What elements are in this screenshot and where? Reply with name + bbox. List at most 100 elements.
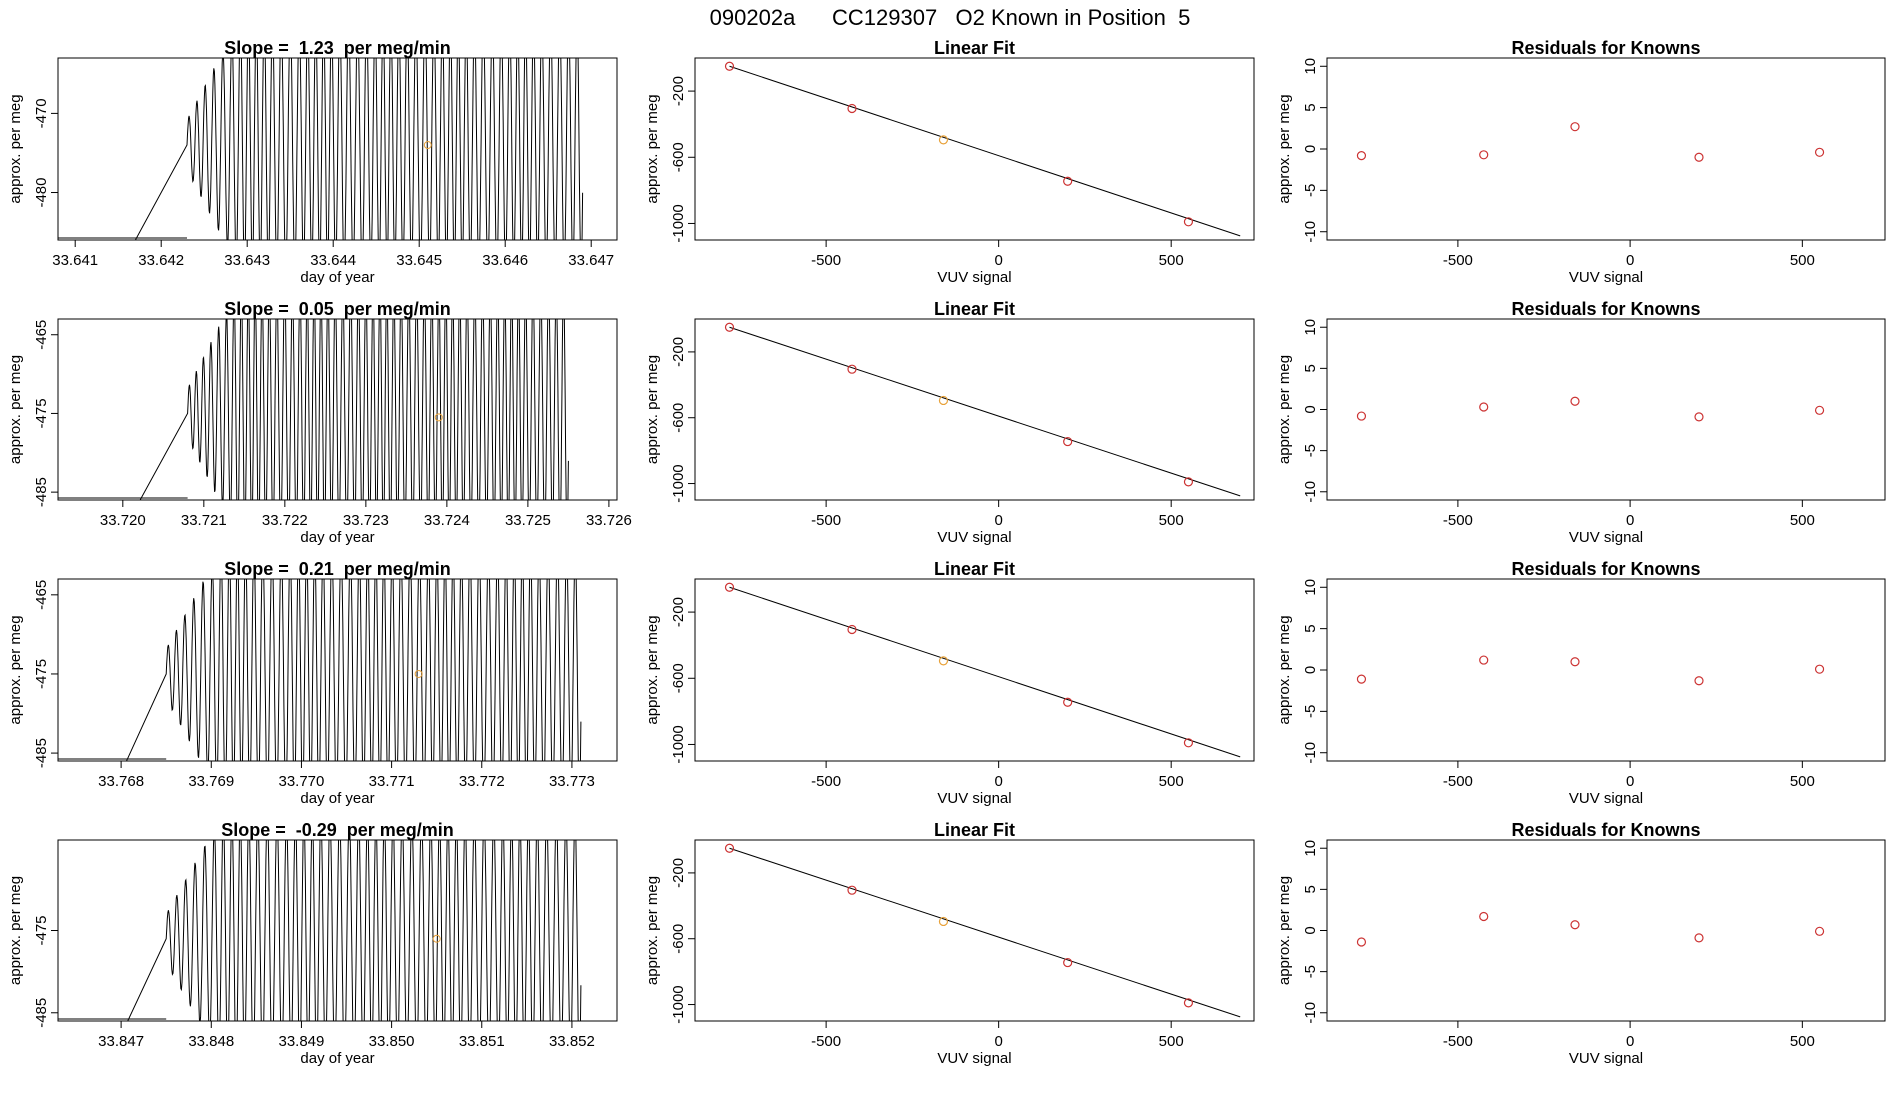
- data-point: [1063, 436, 1073, 447]
- signal-trace: [139, 319, 569, 500]
- y-tick-label: -10: [1302, 742, 1319, 764]
- highlight-point: [434, 413, 443, 422]
- x-tick-label: 33.724: [424, 512, 470, 529]
- x-tick-label: 33.771: [369, 773, 415, 790]
- x-axis-label: VUV signal: [1569, 1050, 1643, 1067]
- x-tick-label: 500: [1159, 773, 1184, 790]
- x-axis-label: day of year: [300, 529, 374, 546]
- x-tick-label: 33.643: [224, 252, 270, 269]
- panel-title: Slope = -0.29 per meg/min: [221, 820, 454, 840]
- x-tick-label: -500: [1443, 773, 1473, 790]
- plot-frame: [694, 318, 1255, 501]
- y-tick-label: -1000: [670, 204, 687, 242]
- x-tick-label: 0: [1626, 252, 1634, 269]
- page-title: 090202a CC129307 O2 Known in Position 5: [710, 5, 1191, 30]
- y-axis-label: approx. per meg: [7, 94, 24, 203]
- plot-frame: [1326, 57, 1886, 241]
- y-tick-label: -465: [33, 320, 50, 350]
- y-tick-label: -475: [33, 398, 50, 428]
- y-tick-label: -200: [670, 76, 687, 106]
- data-point: [1479, 655, 1489, 665]
- x-tick-label: 500: [1790, 773, 1815, 790]
- y-tick-label: 0: [1302, 145, 1319, 153]
- x-tick-label: 500: [1159, 1033, 1184, 1050]
- x-tick-label: -500: [811, 773, 841, 790]
- fit-line: [729, 847, 1241, 1018]
- y-tick-label: 5: [1302, 364, 1319, 372]
- y-tick-label: -5: [1302, 444, 1319, 457]
- plot-area: [1356, 911, 1825, 947]
- x-tick-label: 500: [1790, 252, 1815, 269]
- x-tick-label: -500: [811, 512, 841, 529]
- y-tick-label: -1000: [670, 725, 687, 763]
- x-axis-label: VUV signal: [1569, 269, 1643, 286]
- y-tick-label: -200: [670, 858, 687, 888]
- data-point: [1694, 412, 1704, 422]
- x-tick-label: 500: [1159, 512, 1184, 529]
- highlight-point: [938, 395, 949, 406]
- x-tick-label: 33.644: [310, 252, 356, 269]
- y-axis-label: approx. per meg: [644, 355, 661, 464]
- x-tick-label: 33.770: [278, 773, 324, 790]
- highlight-point: [414, 669, 423, 678]
- y-axis-label: approx. per meg: [1276, 615, 1293, 724]
- panel-0-1: Linear Fit -500 0 500 -200 -600 -1000 VUV signa…: [644, 38, 1255, 286]
- fit-line: [729, 65, 1241, 237]
- x-tick-label: 33.725: [505, 512, 551, 529]
- y-tick-label: 10: [1302, 58, 1319, 75]
- x-tick-label: 500: [1159, 252, 1184, 269]
- data-point: [1183, 998, 1194, 1008]
- plot-area: [724, 843, 1241, 1018]
- x-tick-label: 33.848: [188, 1033, 234, 1050]
- x-tick-label: 33.646: [482, 252, 528, 269]
- plot-frame: [57, 318, 618, 501]
- y-tick-label: -5: [1302, 184, 1319, 197]
- x-tick-label: 500: [1790, 512, 1815, 529]
- plot-area: [58, 58, 584, 240]
- data-point: [1479, 150, 1489, 160]
- y-tick-label: 0: [1302, 926, 1319, 934]
- x-axis-label: VUV signal: [937, 269, 1011, 286]
- data-point: [1694, 676, 1704, 686]
- x-tick-label: 33.769: [188, 773, 234, 790]
- y-tick-label: -485: [33, 738, 50, 768]
- x-tick-label: 33.849: [278, 1033, 324, 1050]
- x-tick-label: 0: [994, 252, 1002, 269]
- x-tick-label: 33.851: [459, 1033, 505, 1050]
- plot-area: [1356, 655, 1825, 686]
- panel-1-1: Linear Fit -500 0 500 -200 -600 -1000 VUV signa…: [644, 299, 1255, 546]
- panel-title: Linear Fit: [934, 299, 1015, 319]
- fit-line: [729, 586, 1241, 758]
- y-tick-label: -5: [1302, 705, 1319, 718]
- data-point: [1183, 217, 1194, 227]
- y-axis-label: approx. per meg: [1276, 355, 1293, 464]
- plot-frame: [1326, 839, 1886, 1022]
- x-tick-label: 33.773: [549, 773, 595, 790]
- x-tick-label: 0: [994, 512, 1002, 529]
- highlight-point: [432, 934, 441, 943]
- y-tick-label: 5: [1302, 885, 1319, 893]
- x-tick-label: 0: [1626, 773, 1634, 790]
- panel-title: Residuals for Knowns: [1511, 38, 1700, 58]
- data-point: [847, 624, 857, 635]
- y-tick-label: -5: [1302, 965, 1319, 978]
- y-axis-label: approx. per meg: [644, 94, 661, 203]
- panel-title: Residuals for Knowns: [1511, 820, 1700, 840]
- y-tick-label: 10: [1302, 319, 1319, 336]
- y-axis-label: approx. per meg: [644, 615, 661, 724]
- data-point: [847, 364, 857, 374]
- plot-frame: [1326, 578, 1886, 762]
- x-tick-label: 33.768: [98, 773, 144, 790]
- data-point: [847, 885, 857, 895]
- data-point: [724, 61, 735, 71]
- panel-title: Linear Fit: [934, 38, 1015, 58]
- y-tick-label: -600: [670, 142, 687, 172]
- x-tick-label: 33.852: [549, 1033, 595, 1050]
- highlight-point: [423, 141, 432, 150]
- x-tick-label: 500: [1790, 1033, 1815, 1050]
- data-point: [1570, 920, 1580, 930]
- plot-area: [1356, 122, 1825, 162]
- panel-title: Slope = 1.23 per meg/min: [224, 38, 451, 58]
- y-tick-label: -600: [670, 403, 687, 433]
- y-tick-label: 5: [1302, 103, 1319, 111]
